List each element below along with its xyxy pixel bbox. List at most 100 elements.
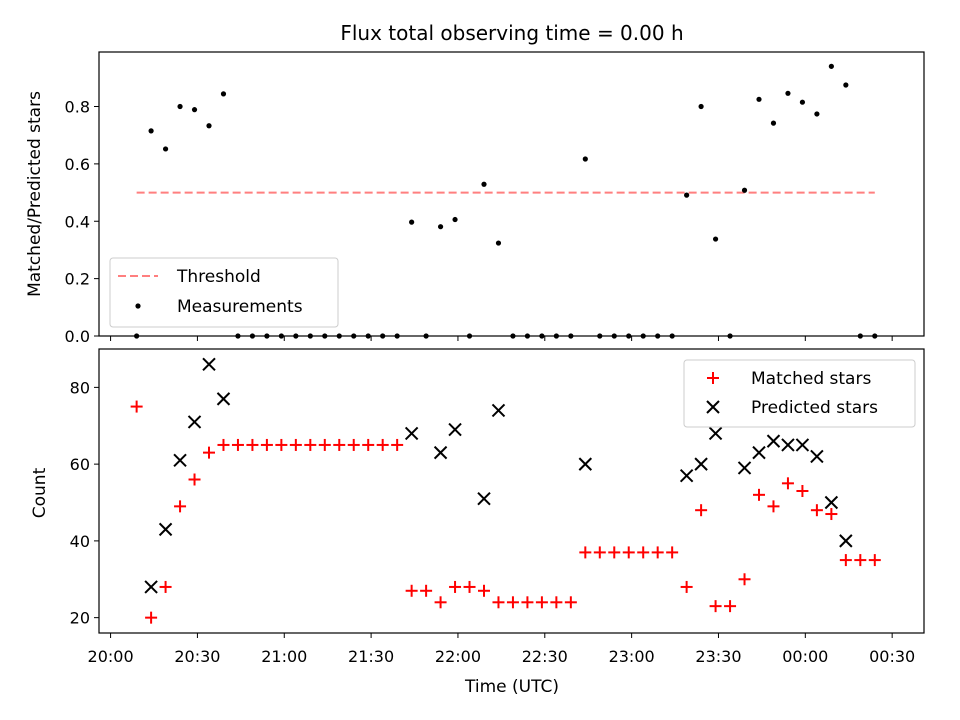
matched-star-point: [304, 438, 317, 451]
predicted-star-point: [752, 445, 766, 460]
matched-star-point: [680, 580, 693, 593]
legend-threshold-label: Threshold: [176, 267, 261, 287]
predicted-star-point: [491, 403, 506, 418]
measurement-point: [814, 111, 820, 117]
matched-star-point: [260, 438, 273, 451]
legend-matched-swatch: [707, 372, 719, 384]
legend-predicted-swatch: [706, 400, 720, 414]
measurement-point: [206, 123, 212, 129]
bottom-panel: 20 40 60 80 20:00 20:30 21:00 21:30 22:00 22:30 2…: [30, 348, 925, 697]
matched-star-point: [738, 573, 751, 586]
matched-star-point: [376, 438, 389, 451]
measurement-point: [220, 91, 227, 97]
bottom-xtick-label: 20:00: [88, 647, 134, 666]
predicted-star-point: [781, 438, 795, 452]
bottom-y-axis-label: Count: [30, 467, 50, 518]
matched-star-point: [434, 596, 447, 609]
measurement-point: [437, 224, 444, 230]
measurement-point: [495, 240, 502, 246]
matched-star-point: [492, 596, 505, 609]
top-ytick-label: 0.4: [65, 212, 90, 231]
matched-star-point: [695, 504, 708, 517]
measurement-point: [698, 103, 704, 110]
matched-star-point: [347, 438, 360, 451]
measurement-point: [785, 90, 791, 96]
matched-star-point: [289, 438, 302, 451]
measurement-point: [409, 219, 415, 225]
matched-star-point: [868, 554, 881, 567]
matched-star-point: [188, 473, 201, 486]
matched-star-point: [724, 600, 737, 613]
predicted-star-point: [173, 453, 187, 468]
measurement-point: [481, 181, 487, 187]
top-ytick-label: 0.8: [65, 98, 90, 117]
matched-star-point: [854, 554, 867, 567]
legend-matched-label: Matched stars: [751, 369, 871, 389]
top-panel: 0.00.20.40.60.8 Matched/Predicted stars …: [25, 51, 925, 346]
matched-star-point: [651, 546, 664, 559]
matched-star-point: [174, 500, 187, 513]
matched-star-point: [637, 546, 650, 559]
top-legend: Threshold Measurements: [109, 257, 339, 328]
legend-measurements-swatch: [135, 303, 141, 309]
matched-star-point: [622, 546, 635, 559]
predicted-star-point: [216, 392, 231, 406]
matched-star-point: [203, 446, 215, 459]
matched-star-point: [753, 488, 765, 501]
predicted-star-point: [795, 438, 810, 452]
matched-star-point: [810, 504, 823, 517]
bottom-xtick-label: 21:30: [348, 647, 394, 666]
matched-star-point: [579, 546, 592, 559]
predicted-star-point: [144, 580, 158, 594]
legend-predicted-label: Predicted stars: [751, 398, 878, 418]
matched-star-point: [608, 546, 621, 559]
predicted-star-point: [766, 434, 781, 448]
measurement-point: [148, 128, 154, 134]
matched-star-point: [796, 485, 809, 497]
measurement-point: [191, 107, 198, 113]
matched-star-point: [217, 438, 230, 451]
bottom-axes-frame: [98, 348, 925, 634]
bottom-xtick-label: 23:30: [695, 647, 741, 666]
bottom-xtick-label: 22:30: [522, 647, 568, 666]
top-ytick-label: 0.6: [65, 155, 90, 174]
measurement-point: [756, 96, 762, 102]
predicted-star-point: [810, 449, 824, 464]
matched-star-point: [521, 596, 534, 609]
legend-measurements-label: Measurements: [177, 297, 303, 317]
matched-star-point: [405, 584, 418, 597]
measurement-point: [799, 99, 806, 105]
predicted-star-point: [708, 426, 723, 441]
predicted-star-point: [679, 468, 694, 483]
chart-title: Flux total observing time = 0.00 h: [340, 21, 683, 45]
bottom-legend-box: [683, 359, 916, 428]
matched-star-point: [231, 438, 244, 451]
matched-star-point: [550, 596, 563, 609]
bottom-xtick-label: 22:00: [435, 647, 481, 666]
matched-star-point: [391, 438, 404, 451]
matched-star-point: [420, 584, 433, 597]
matched-star-point: [246, 438, 259, 451]
matched-star-point: [463, 580, 476, 593]
bottom-legend: Matched stars Predicted stars: [683, 359, 916, 428]
matched-star-point: [506, 596, 519, 609]
matched-star-point: [478, 584, 490, 597]
predicted-star-point: [404, 426, 419, 441]
bottom-xtick-label: 21:00: [261, 647, 307, 666]
matched-star-point: [781, 477, 794, 490]
matched-star-point: [275, 438, 288, 451]
predicted-star-point: [448, 422, 462, 437]
predicted-star-point: [694, 457, 708, 471]
predicted-star-point: [839, 534, 853, 548]
x-axis-label: Time (UTC): [464, 677, 559, 697]
matched-star-point: [318, 438, 331, 451]
measurement-point: [177, 103, 183, 110]
matched-star-point: [767, 500, 780, 513]
measurement-point: [684, 192, 690, 198]
top-axes-frame: [98, 51, 925, 337]
measurement-point: [843, 82, 849, 88]
top-ytick-label: 0.2: [65, 270, 90, 289]
predicted-star-point: [158, 522, 173, 537]
bottom-plot-area: [130, 357, 881, 624]
predicted-star-point: [477, 491, 491, 506]
